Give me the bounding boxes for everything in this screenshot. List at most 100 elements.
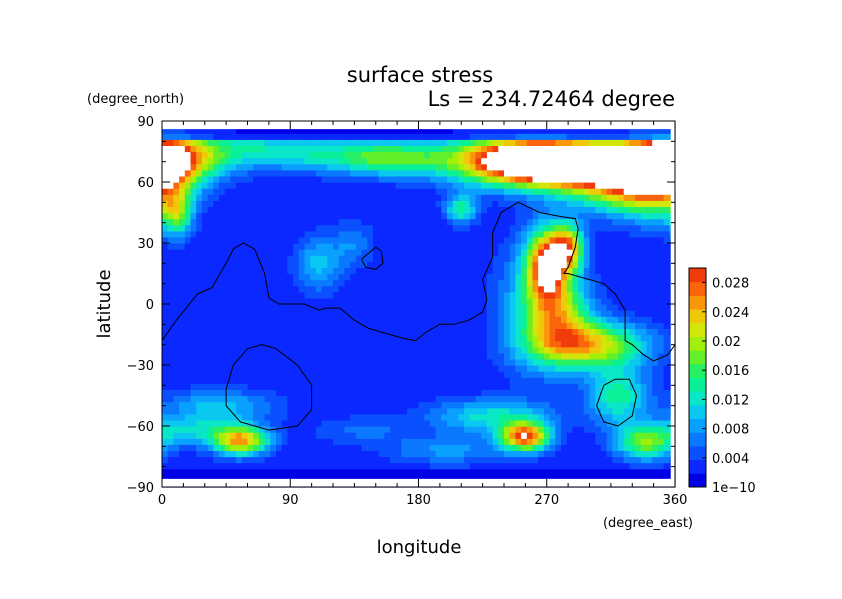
heatmap-cell	[327, 285, 334, 293]
heatmap-cell	[595, 365, 602, 372]
heatmap-cell	[167, 236, 174, 244]
heatmap-cell	[378, 340, 385, 348]
heatmap-cell	[407, 261, 414, 268]
heatmap-cell	[600, 389, 608, 397]
heatmap-cell	[230, 310, 237, 317]
heatmap-cell	[167, 322, 174, 329]
heatmap-cell	[498, 328, 505, 336]
heatmap-cell	[572, 169, 579, 177]
heatmap-cell	[509, 316, 516, 323]
heatmap-cell	[623, 426, 630, 433]
heatmap-cell	[401, 230, 408, 238]
heatmap-cell	[481, 157, 488, 165]
heatmap-cell	[452, 243, 459, 250]
heatmap-cell	[447, 273, 454, 281]
heatmap-cell	[589, 389, 596, 397]
heatmap-cell	[224, 157, 231, 165]
heatmap-cell	[173, 182, 180, 189]
heatmap-cell	[236, 206, 243, 214]
heatmap-cell	[589, 328, 596, 336]
heatmap-cell	[538, 395, 545, 403]
heatmap-cell	[492, 365, 499, 372]
heatmap-cell	[606, 450, 613, 458]
heatmap-cell	[390, 316, 397, 323]
heatmap-cell	[350, 474, 357, 482]
heatmap-cell	[270, 444, 277, 451]
heatmap-cell	[173, 377, 180, 384]
heatmap-cell	[315, 212, 323, 220]
heatmap-cell	[481, 371, 488, 378]
heatmap-cell	[293, 194, 300, 201]
heatmap-cell	[504, 328, 511, 336]
heatmap-cell	[372, 468, 380, 476]
heatmap-cell	[179, 450, 186, 458]
heatmap-cell	[372, 310, 380, 317]
heatmap-cell	[640, 243, 648, 250]
heatmap-cell	[173, 419, 180, 427]
heatmap-cell	[549, 169, 556, 177]
heatmap-cell	[418, 316, 425, 323]
heatmap-cell	[196, 450, 203, 458]
heatmap-cell	[310, 218, 317, 226]
heatmap-cell	[293, 462, 300, 470]
heatmap-cell	[395, 261, 402, 268]
heatmap-cell	[276, 212, 283, 220]
heatmap-cell	[236, 297, 243, 305]
heatmap-cell	[429, 304, 437, 311]
heatmap-cell	[429, 188, 437, 195]
heatmap-cell	[441, 346, 448, 354]
heatmap-cell	[338, 151, 345, 159]
heatmap-cell	[207, 407, 214, 415]
heatmap-cell	[372, 169, 380, 177]
heatmap-cell	[355, 255, 363, 262]
heatmap-cell	[526, 188, 534, 195]
heatmap-cell	[618, 474, 625, 482]
heatmap-cell	[561, 188, 568, 195]
heatmap-cell	[241, 358, 249, 366]
heatmap-cell	[247, 462, 254, 470]
heatmap-cell	[196, 230, 203, 238]
heatmap-cell	[657, 334, 665, 342]
heatmap-cell	[652, 358, 659, 366]
heatmap-cell	[407, 279, 414, 287]
heatmap-cell	[287, 365, 294, 372]
heatmap-cell	[258, 340, 266, 348]
heatmap-cell	[561, 389, 568, 397]
heatmap-cell	[526, 432, 534, 439]
heatmap-cell	[623, 267, 630, 275]
heatmap-cell	[412, 346, 420, 354]
heatmap-cell	[595, 273, 602, 281]
heatmap-cell	[452, 175, 459, 183]
heatmap-cell	[595, 230, 602, 238]
heatmap-cell	[384, 279, 391, 287]
heatmap-cell	[515, 328, 522, 336]
heatmap-cell	[179, 413, 186, 421]
heatmap-cell	[344, 346, 351, 354]
heatmap-cell	[515, 243, 522, 250]
heatmap-cell	[504, 334, 511, 342]
heatmap-cell	[247, 304, 254, 311]
heatmap-cell	[184, 413, 192, 421]
heatmap-cell	[509, 188, 516, 195]
heatmap-cell	[276, 169, 283, 177]
heatmap-cell	[532, 218, 539, 226]
heatmap-cell	[543, 273, 551, 281]
heatmap-cell	[458, 419, 465, 427]
heatmap-cell	[583, 206, 591, 214]
heatmap-cell	[526, 340, 534, 348]
heatmap-cell	[646, 468, 653, 476]
heatmap-cell	[566, 377, 573, 384]
heatmap-cell	[321, 346, 328, 354]
heatmap-cell	[162, 474, 169, 482]
heatmap-cell	[521, 297, 528, 305]
heatmap-cell	[612, 304, 619, 311]
heatmap-cell	[184, 279, 192, 287]
heatmap-cell	[333, 163, 340, 171]
heatmap-cell	[173, 407, 180, 415]
heatmap-cell	[538, 371, 545, 378]
heatmap-cell	[196, 322, 203, 329]
heatmap-cell	[521, 206, 528, 214]
heatmap-cell	[618, 243, 625, 250]
heatmap-cell	[327, 474, 334, 482]
